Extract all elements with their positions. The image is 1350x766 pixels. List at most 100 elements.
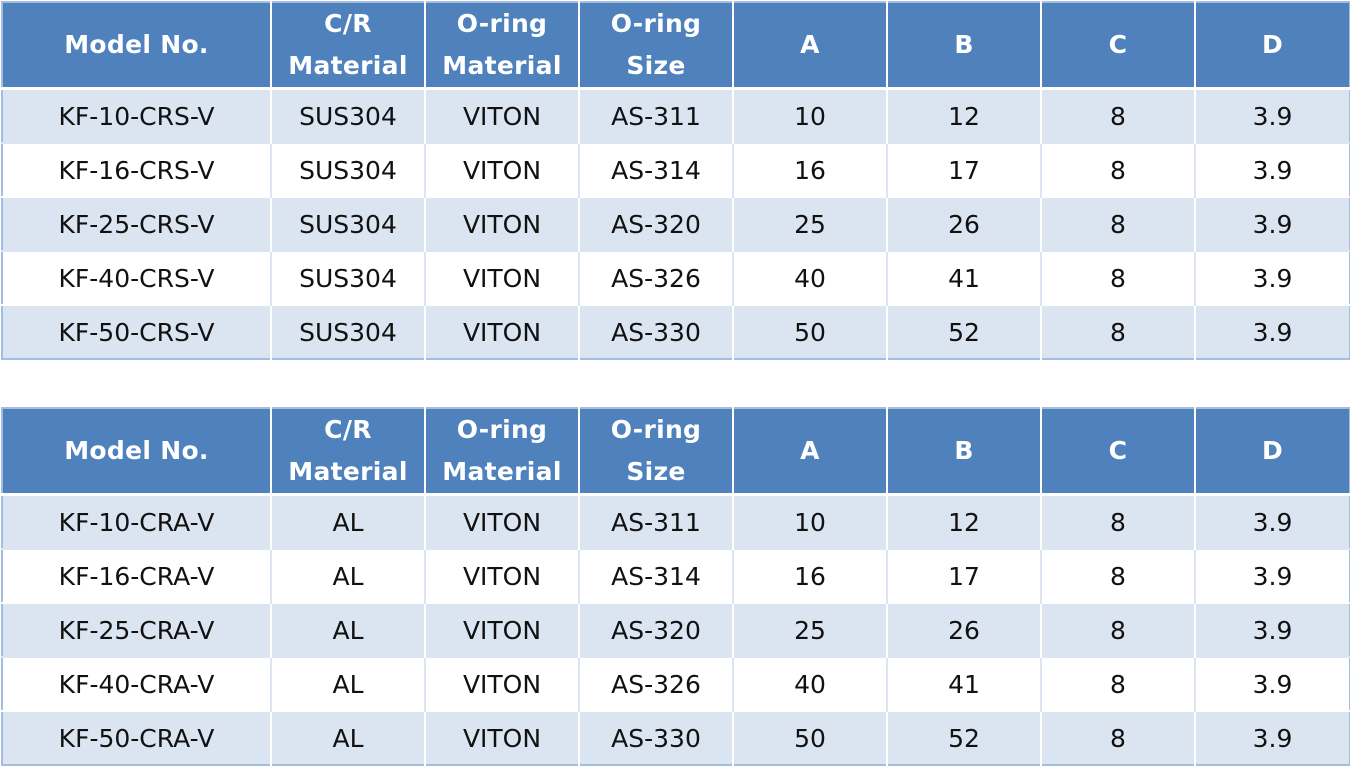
header-d: D (1194, 408, 1350, 496)
cell-d: 3.9 (1194, 196, 1350, 251)
table-row: KF-10-CRS-V SUS304 VITON AS-311 10 12 8 … (2, 87, 1350, 143)
cell-cr-material: SUS304 (270, 142, 425, 197)
cell-b: 12 (886, 87, 1041, 143)
table-row: KF-25-CRA-V AL VITON AS-320 25 26 8 3.9 (2, 602, 1350, 657)
cell-b: 26 (886, 196, 1041, 251)
cell-oring-material: VITON (424, 142, 579, 197)
cell-cr-material: SUS304 (270, 87, 425, 143)
cell-oring-material: VITON (424, 548, 579, 603)
header-cr-material: C/R Material (270, 2, 425, 90)
cell-oring-size: AS-320 (578, 196, 733, 251)
cell-a: 50 (732, 304, 887, 359)
cell-cr-material: SUS304 (270, 304, 425, 359)
table-row: KF-40-CRA-V AL VITON AS-326 40 41 8 3.9 (2, 656, 1350, 711)
cell-d: 3.9 (1194, 710, 1350, 765)
cell-cr-material: AL (270, 656, 425, 711)
header-oring-material: O-ring Material (424, 2, 579, 90)
cell-oring-material: VITON (424, 493, 579, 549)
table-row: KF-40-CRS-V SUS304 VITON AS-326 40 41 8 … (2, 250, 1350, 305)
header-c: C (1040, 408, 1195, 496)
cell-d: 3.9 (1194, 493, 1350, 549)
cell-d: 3.9 (1194, 142, 1350, 197)
cell-model-no: KF-40-CRA-V (2, 656, 271, 711)
cell-cr-material: AL (270, 493, 425, 549)
cell-model-no: KF-16-CRA-V (2, 548, 271, 603)
cell-oring-size: AS-326 (578, 250, 733, 305)
cell-cr-material: AL (270, 710, 425, 765)
header-a: A (732, 2, 887, 90)
cell-oring-material: VITON (424, 87, 579, 143)
cell-oring-material: VITON (424, 710, 579, 765)
cell-c: 8 (1040, 142, 1195, 197)
cell-oring-size: AS-314 (578, 142, 733, 197)
cell-a: 10 (732, 87, 887, 143)
cell-oring-material: VITON (424, 196, 579, 251)
cell-c: 8 (1040, 196, 1195, 251)
cell-d: 3.9 (1194, 656, 1350, 711)
cell-model-no: KF-40-CRS-V (2, 250, 271, 305)
header-cr-material: C/R Material (270, 408, 425, 496)
header-oring-size: O-ring Size (578, 408, 733, 496)
cell-cr-material: AL (270, 602, 425, 657)
cell-b: 52 (886, 304, 1041, 359)
header-b: B (886, 408, 1041, 496)
table-row: KF-16-CRS-V SUS304 VITON AS-314 16 17 8 … (2, 142, 1350, 197)
cell-d: 3.9 (1194, 250, 1350, 305)
cell-model-no: KF-50-CRA-V (2, 710, 271, 765)
cell-b: 26 (886, 602, 1041, 657)
table-row: KF-50-CRS-V SUS304 VITON AS-330 50 52 8 … (2, 304, 1350, 359)
cell-c: 8 (1040, 493, 1195, 549)
cell-b: 41 (886, 250, 1041, 305)
cell-d: 3.9 (1194, 87, 1350, 143)
cell-oring-size: AS-320 (578, 602, 733, 657)
cell-b: 12 (886, 493, 1041, 549)
cell-a: 16 (732, 142, 887, 197)
cell-oring-size: AS-311 (578, 493, 733, 549)
cell-model-no: KF-50-CRS-V (2, 304, 271, 359)
header-model-no: Model No. (2, 408, 271, 496)
cell-cr-material: SUS304 (270, 196, 425, 251)
header-oring-size: O-ring Size (578, 2, 733, 90)
table-row: KF-25-CRS-V SUS304 VITON AS-320 25 26 8 … (2, 196, 1350, 251)
table-row: KF-16-CRA-V AL VITON AS-314 16 17 8 3.9 (2, 548, 1350, 603)
cell-model-no: KF-10-CRS-V (2, 87, 271, 143)
cell-oring-size: AS-314 (578, 548, 733, 603)
header-c: C (1040, 2, 1195, 90)
header-a: A (732, 408, 887, 496)
cell-oring-size: AS-326 (578, 656, 733, 711)
cell-oring-material: VITON (424, 304, 579, 359)
cell-d: 3.9 (1194, 602, 1350, 657)
cell-oring-material: VITON (424, 656, 579, 711)
cell-a: 25 (732, 602, 887, 657)
cell-c: 8 (1040, 710, 1195, 765)
cell-a: 40 (732, 250, 887, 305)
cell-oring-material: VITON (424, 250, 579, 305)
header-d: D (1194, 2, 1350, 90)
cell-cr-material: AL (270, 548, 425, 603)
cell-model-no: KF-10-CRA-V (2, 493, 271, 549)
cell-b: 17 (886, 548, 1041, 603)
cell-c: 8 (1040, 656, 1195, 711)
cell-a: 25 (732, 196, 887, 251)
spec-table-cra: Model No. C/R Material O-ring Material O-r… (1, 407, 1350, 766)
header-b: B (886, 2, 1041, 90)
table-header-row: Model No. C/R Material O-ring Material O-r… (2, 408, 1350, 496)
cell-b: 17 (886, 142, 1041, 197)
cell-oring-size: AS-311 (578, 87, 733, 143)
cell-oring-size: AS-330 (578, 304, 733, 359)
cell-c: 8 (1040, 87, 1195, 143)
header-oring-material: O-ring Material (424, 408, 579, 496)
cell-model-no: KF-25-CRS-V (2, 196, 271, 251)
cell-a: 10 (732, 493, 887, 549)
cell-c: 8 (1040, 602, 1195, 657)
cell-d: 3.9 (1194, 304, 1350, 359)
header-model-no: Model No. (2, 2, 271, 90)
cell-b: 52 (886, 710, 1041, 765)
table-row: KF-50-CRA-V AL VITON AS-330 50 52 8 3.9 (2, 710, 1350, 765)
cell-c: 8 (1040, 304, 1195, 359)
cell-model-no: KF-16-CRS-V (2, 142, 271, 197)
spec-table-crs: Model No. C/R Material O-ring Material O-r… (1, 1, 1350, 360)
cell-c: 8 (1040, 548, 1195, 603)
cell-c: 8 (1040, 250, 1195, 305)
cell-d: 3.9 (1194, 548, 1350, 603)
